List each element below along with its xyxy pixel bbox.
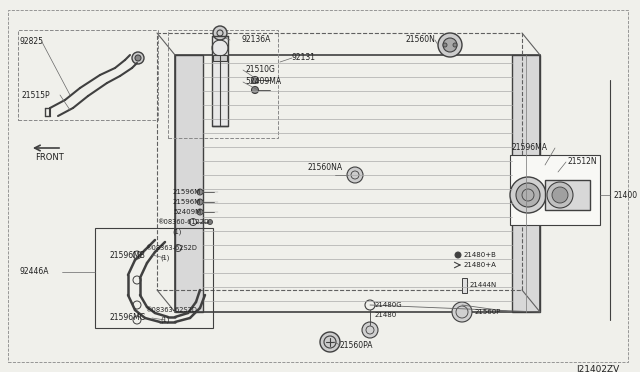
Text: ®08360-6122D: ®08360-6122D — [157, 219, 209, 225]
Text: 21515P: 21515P — [22, 90, 51, 99]
Circle shape — [252, 87, 259, 93]
Circle shape — [510, 177, 546, 213]
Circle shape — [443, 38, 457, 52]
Bar — [175, 55, 203, 312]
Text: 21400: 21400 — [614, 190, 638, 199]
Circle shape — [320, 332, 340, 352]
Circle shape — [362, 322, 378, 338]
Text: 21596M: 21596M — [173, 199, 201, 205]
Bar — [175, 55, 540, 312]
Circle shape — [132, 52, 144, 64]
Circle shape — [197, 199, 203, 205]
Text: 21596M: 21596M — [173, 189, 201, 195]
Text: 21510G: 21510G — [245, 65, 275, 74]
Text: J21402ZV: J21402ZV — [577, 365, 620, 372]
Bar — [213, 55, 227, 61]
Text: 21480: 21480 — [375, 312, 397, 318]
Circle shape — [452, 302, 472, 322]
Circle shape — [347, 167, 363, 183]
Text: 21480+A: 21480+A — [464, 262, 497, 268]
Text: 21444N: 21444N — [470, 282, 497, 288]
Text: 92446A: 92446A — [20, 267, 49, 276]
Circle shape — [135, 55, 141, 61]
Text: (1): (1) — [160, 317, 170, 323]
Text: ®08363-62S2D: ®08363-62S2D — [145, 245, 197, 251]
Text: 21480+B: 21480+B — [464, 252, 497, 258]
Text: FRONT: FRONT — [35, 154, 64, 163]
Text: 21596MA: 21596MA — [512, 144, 548, 153]
Text: (1): (1) — [172, 229, 181, 235]
Circle shape — [438, 33, 462, 57]
Circle shape — [443, 43, 447, 47]
Text: 52409MA: 52409MA — [245, 77, 281, 87]
Text: (1): (1) — [160, 255, 170, 261]
Bar — [512, 55, 540, 312]
Circle shape — [552, 187, 568, 203]
Circle shape — [455, 252, 461, 258]
Circle shape — [213, 26, 227, 40]
Text: 21560NA: 21560NA — [308, 164, 343, 173]
Circle shape — [547, 182, 573, 208]
Bar — [157, 33, 522, 290]
Circle shape — [197, 189, 203, 195]
Text: 21560N: 21560N — [405, 35, 435, 45]
Bar — [95, 228, 213, 328]
Text: ®08363-62S2D: ®08363-62S2D — [145, 307, 197, 313]
Circle shape — [516, 183, 540, 207]
Circle shape — [207, 219, 212, 224]
Text: 92136A: 92136A — [242, 35, 271, 45]
Bar — [462, 278, 467, 293]
Text: 21480G: 21480G — [375, 302, 403, 308]
Text: 92825: 92825 — [20, 38, 44, 46]
Bar — [545, 180, 590, 210]
Circle shape — [197, 209, 203, 215]
Text: 21596MB: 21596MB — [110, 250, 146, 260]
Circle shape — [252, 77, 259, 83]
Text: 52409M: 52409M — [173, 209, 201, 215]
Circle shape — [453, 43, 457, 47]
Bar — [510, 155, 600, 225]
Text: 21560PA: 21560PA — [340, 340, 374, 350]
Text: 21596MC: 21596MC — [110, 314, 146, 323]
Text: 21512N: 21512N — [568, 157, 598, 167]
Bar — [168, 30, 278, 138]
Text: 92131: 92131 — [292, 54, 316, 62]
Bar — [18, 30, 158, 120]
Text: 21560P: 21560P — [475, 309, 501, 315]
Bar — [212, 36, 228, 126]
